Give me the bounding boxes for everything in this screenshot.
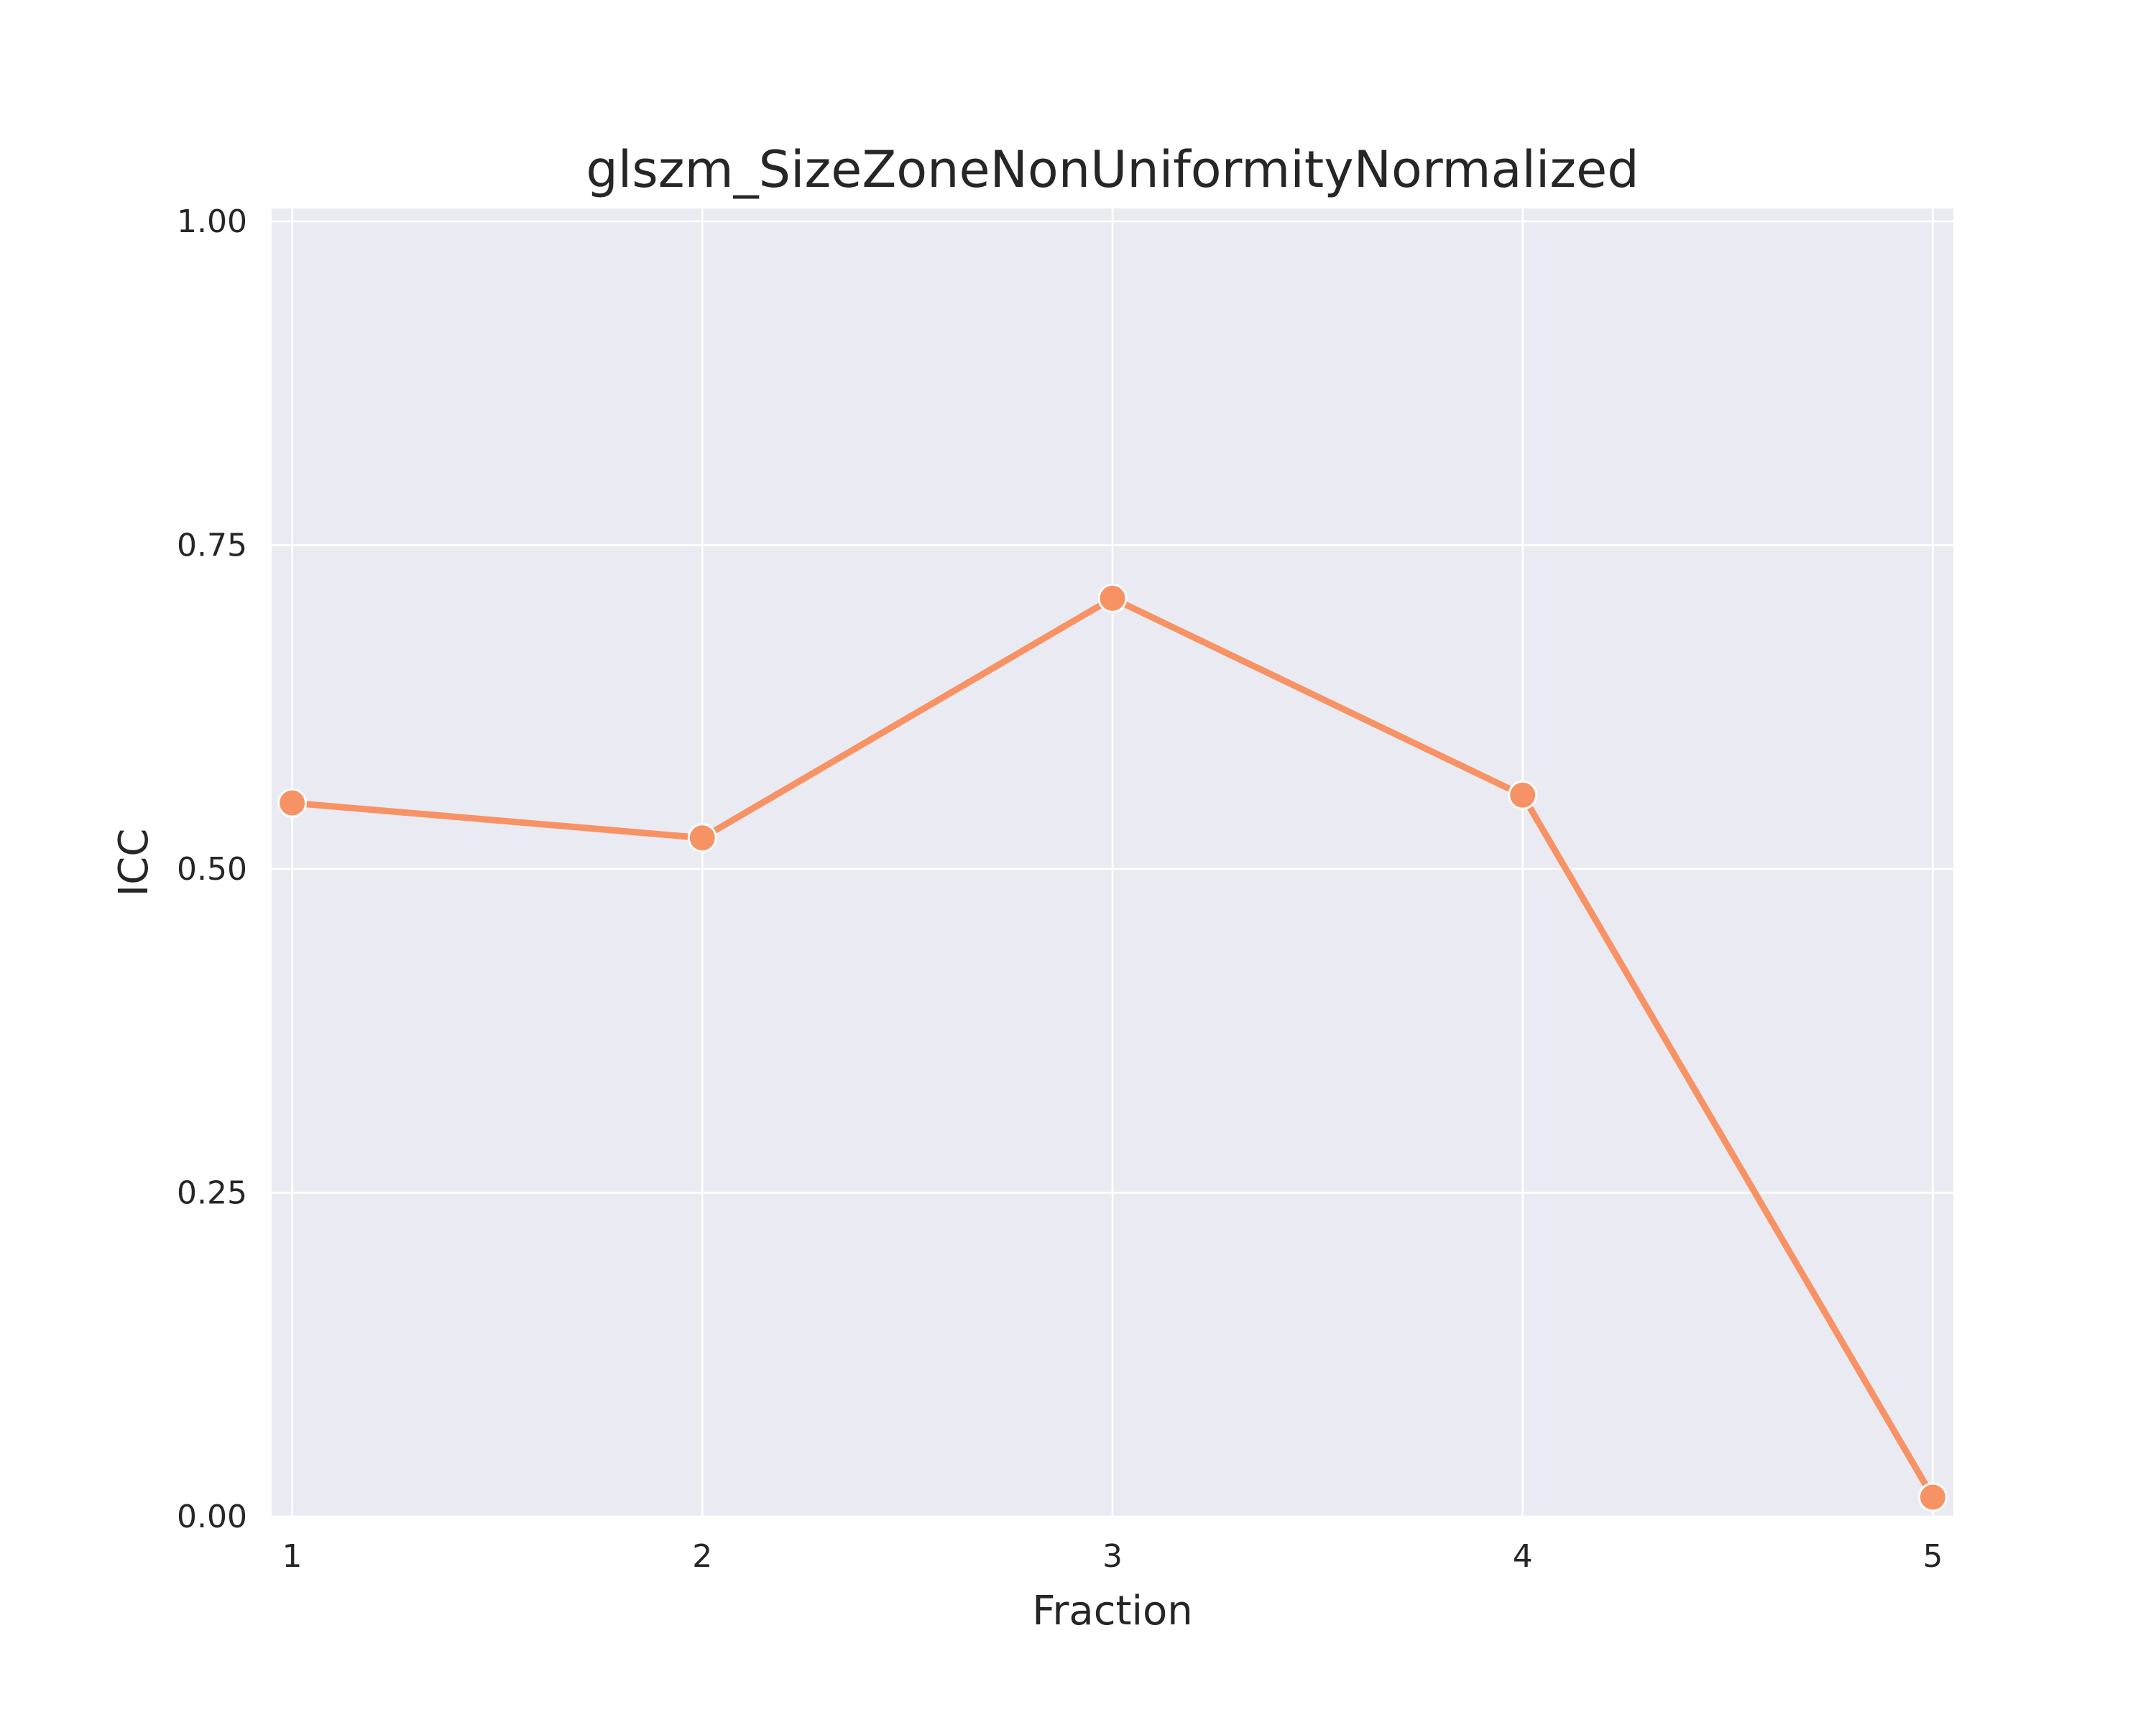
x-tick-label: 3 (1102, 1538, 1123, 1575)
data-point (687, 823, 717, 853)
y-axis-label: ICC (111, 829, 157, 897)
y-tick-label: 0.00 (177, 1499, 247, 1535)
x-tick-label: 5 (1922, 1538, 1943, 1575)
y-tick-label: 0.50 (177, 851, 247, 888)
x-tick-label: 2 (692, 1538, 712, 1575)
x-tick-label: 1 (282, 1538, 303, 1575)
series-layer (277, 583, 1948, 1512)
x-axis-ticks: 1 2 3 4 5 (282, 1538, 1943, 1575)
y-tick-label: 0.25 (177, 1175, 247, 1212)
data-point (1508, 780, 1538, 810)
data-point (1917, 1482, 1948, 1512)
data-point (277, 788, 308, 818)
y-tick-label: 0.75 (177, 528, 247, 564)
grid (272, 208, 1953, 1518)
y-axis-ticks: 0.00 0.25 0.50 0.75 1.00 (177, 203, 247, 1535)
chart-title: glszm_SizeZoneNonUniformityNormalized (586, 140, 1639, 199)
data-point (1097, 583, 1128, 613)
x-axis-label: Fraction (1032, 1588, 1193, 1634)
x-tick-label: 4 (1513, 1538, 1533, 1575)
y-tick-label: 1.00 (177, 203, 247, 240)
